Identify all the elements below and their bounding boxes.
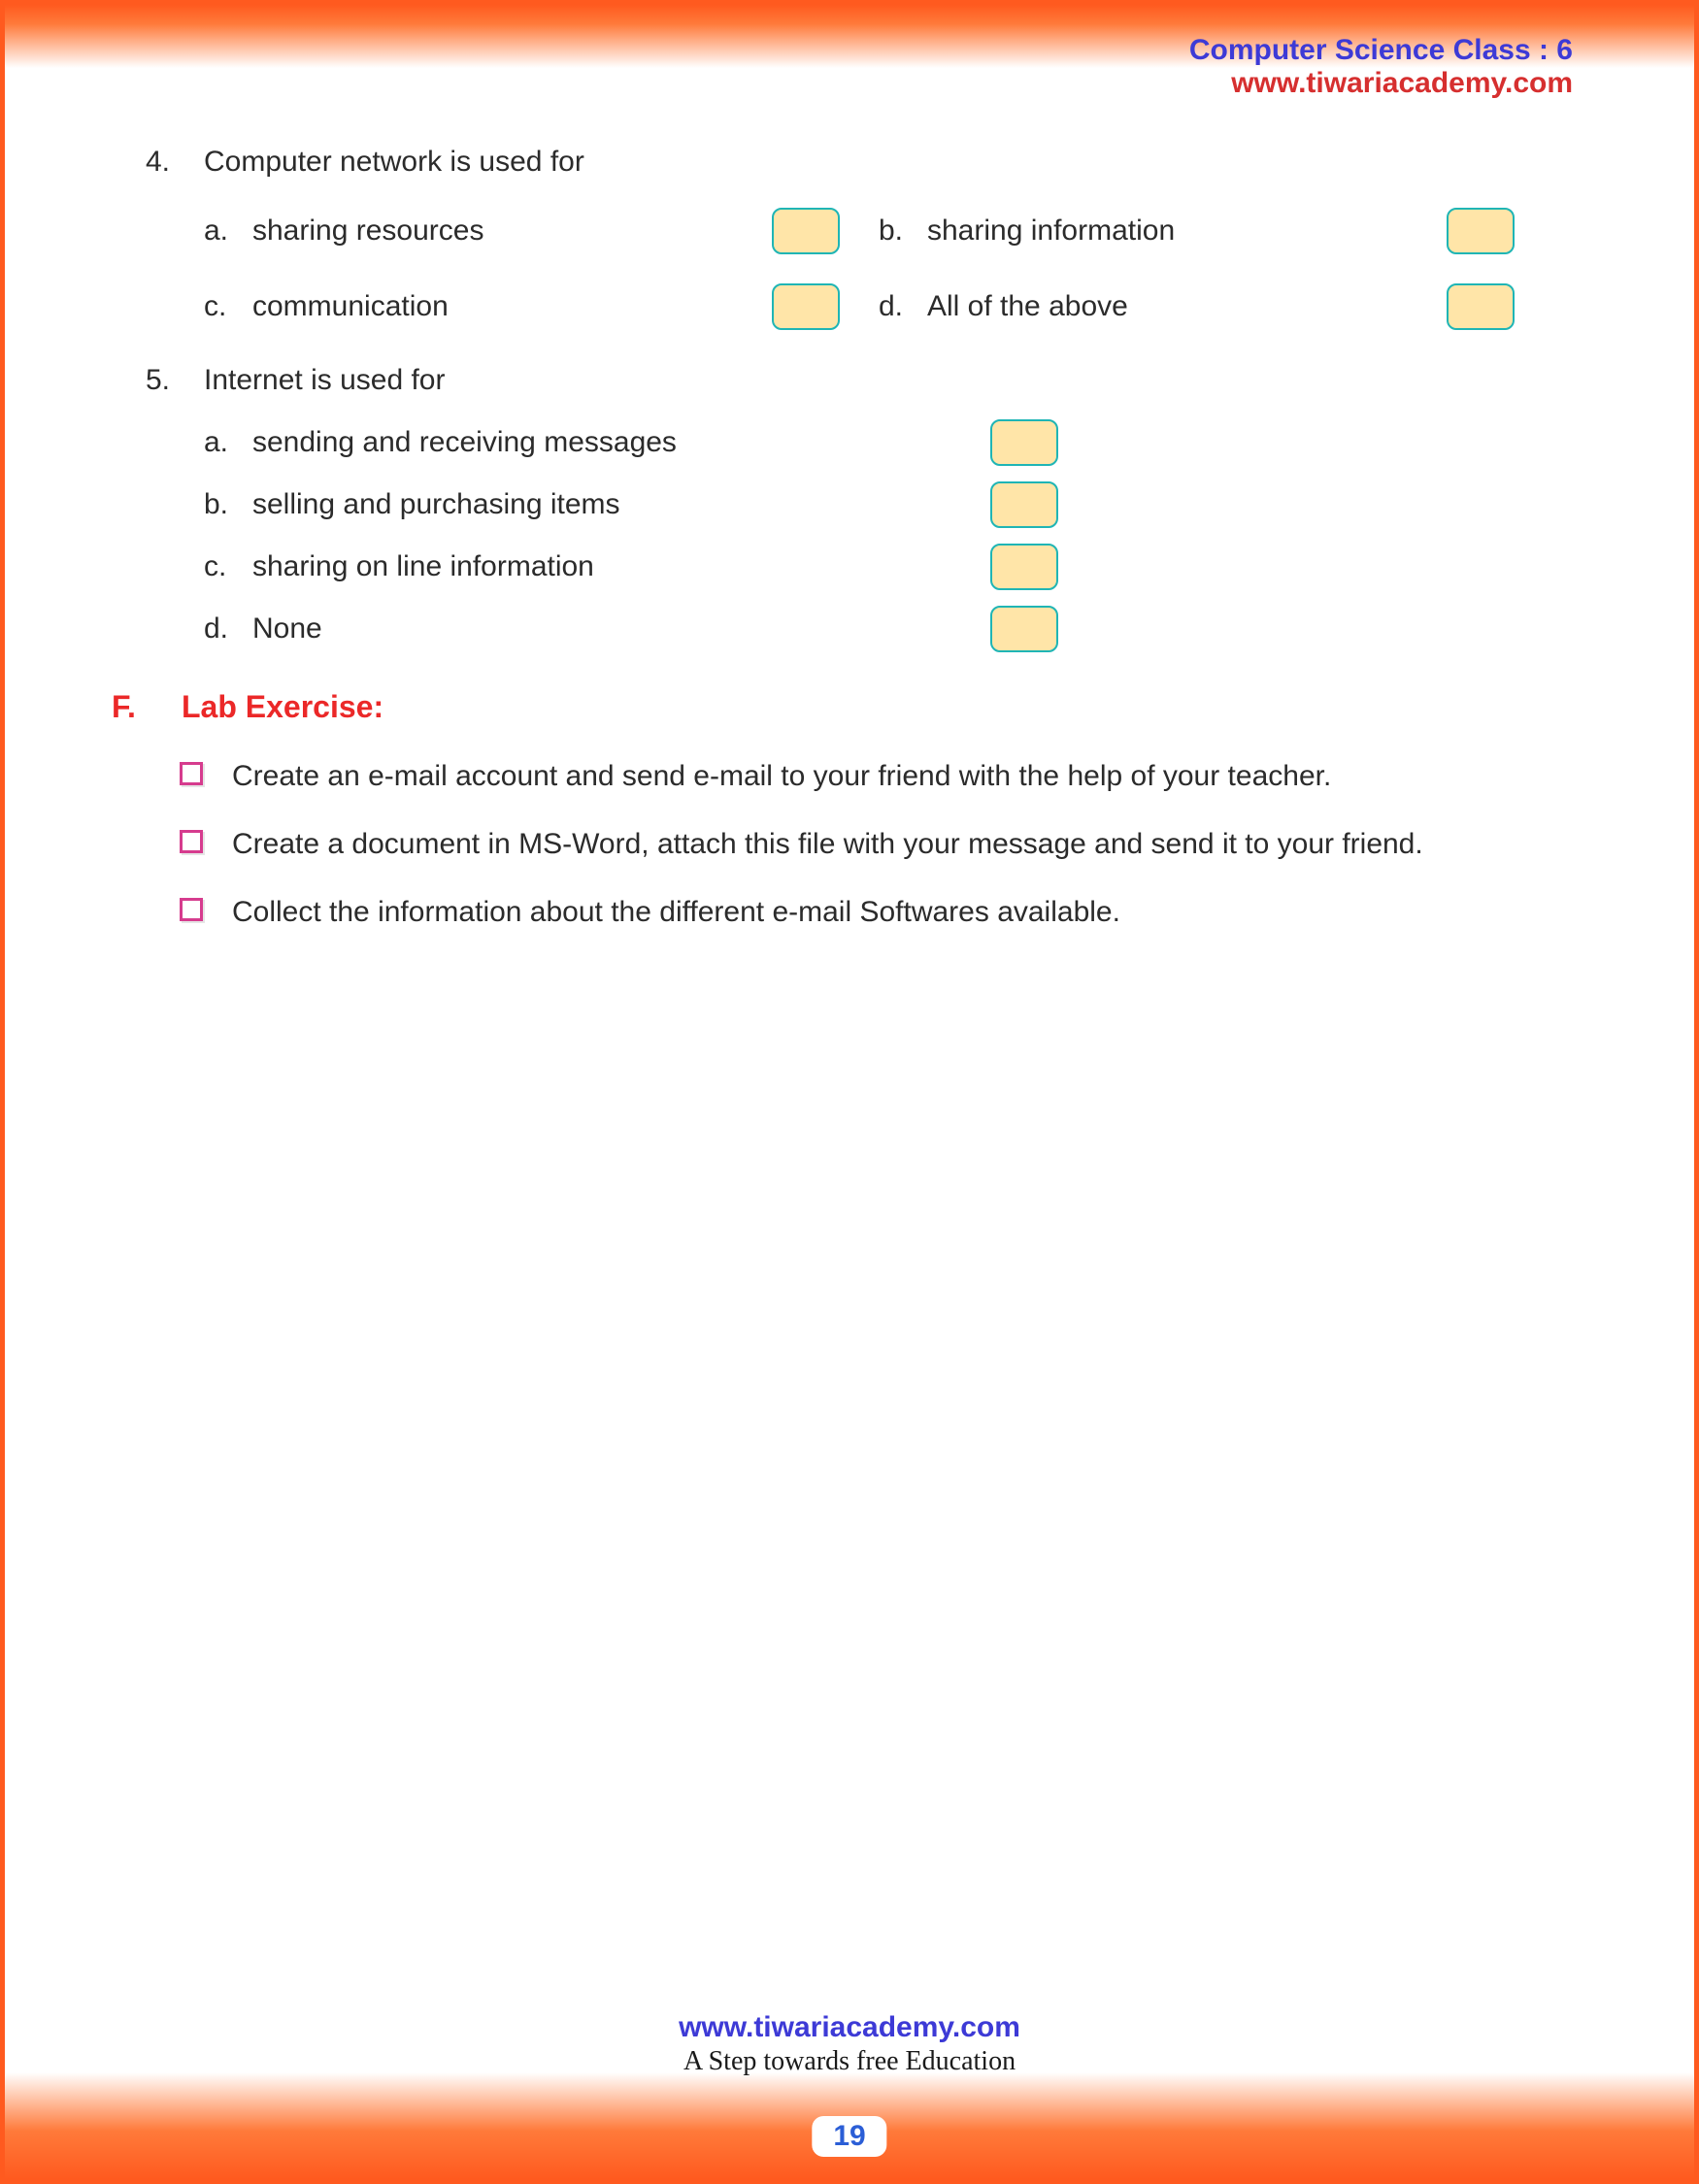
option-text: communication [252, 290, 449, 323]
option-row: b. selling and purchasing items [146, 488, 1553, 521]
question-text: Internet is used for [204, 364, 1553, 397]
answer-box[interactable] [1447, 283, 1515, 330]
option-row: c. sharing on line information [146, 550, 1553, 583]
footer-url: www.tiwariacademy.com [0, 2011, 1699, 2044]
question-number: 5. [146, 364, 204, 397]
section-letter: F. [112, 689, 182, 725]
option-text: All of the above [927, 290, 1128, 323]
lab-item-text: Create a document in MS-Word, attach thi… [232, 822, 1553, 866]
answer-box[interactable] [1447, 208, 1515, 254]
page-header: Computer Science Class : 6 www.tiwariaca… [1189, 34, 1573, 100]
bullet-square-icon [180, 762, 203, 785]
question-stem: 4. Computer network is used for [146, 146, 1553, 179]
bullet-square-icon [180, 898, 203, 921]
bullet-square-icon [180, 830, 203, 853]
header-url: www.tiwariacademy.com [1189, 67, 1573, 100]
option-text: sharing resources [252, 215, 483, 248]
option-letter: a. [204, 215, 252, 248]
option-letter: b. [204, 488, 252, 521]
option-row: a. sharing resources b. sharing informat… [146, 208, 1553, 254]
option-text: sharing information [927, 215, 1175, 248]
page-footer: www.tiwariacademy.com A Step towards fre… [0, 2011, 1699, 2077]
question-text: Computer network is used for [204, 146, 1553, 179]
option-row: d. None [146, 612, 1553, 645]
page-number: 19 [812, 2116, 886, 2157]
answer-box[interactable] [990, 606, 1058, 652]
lab-item-text: Create an e-mail account and send e-mail… [232, 754, 1553, 798]
section-title: Lab Exercise: [182, 689, 383, 725]
option-text: sending and receiving messages [252, 426, 677, 459]
question-stem: 5. Internet is used for [146, 364, 1553, 397]
answer-box[interactable] [772, 283, 840, 330]
lab-item: Collect the information about the differ… [146, 890, 1553, 934]
lab-item: Create a document in MS-Word, attach thi… [146, 822, 1553, 866]
option-letter: b. [879, 215, 927, 248]
section-header: F. Lab Exercise: [146, 689, 1553, 725]
option-letter: c. [204, 550, 252, 583]
content-area: 4. Computer network is used for a. shari… [146, 146, 1553, 958]
answer-box[interactable] [772, 208, 840, 254]
answer-box[interactable] [990, 481, 1058, 528]
option-row: c. communication d. All of the above [146, 283, 1553, 330]
option-letter: d. [204, 612, 252, 645]
question-5: 5. Internet is used for a. sending and r… [146, 364, 1553, 645]
answer-box[interactable] [990, 419, 1058, 466]
question-number: 4. [146, 146, 204, 179]
header-title: Computer Science Class : 6 [1189, 34, 1573, 67]
option-text: sharing on line information [252, 550, 594, 583]
option-letter: c. [204, 290, 252, 323]
option-row: a. sending and receiving messages [146, 426, 1553, 459]
footer-tagline: A Step towards free Education [0, 2046, 1699, 2077]
question-4: 4. Computer network is used for a. shari… [146, 146, 1553, 330]
option-letter: d. [879, 290, 927, 323]
lab-item-text: Collect the information about the differ… [232, 890, 1553, 934]
answer-box[interactable] [990, 544, 1058, 590]
option-text: None [252, 612, 322, 645]
lab-item: Create an e-mail account and send e-mail… [146, 754, 1553, 798]
option-letter: a. [204, 426, 252, 459]
option-text: selling and purchasing items [252, 488, 620, 521]
